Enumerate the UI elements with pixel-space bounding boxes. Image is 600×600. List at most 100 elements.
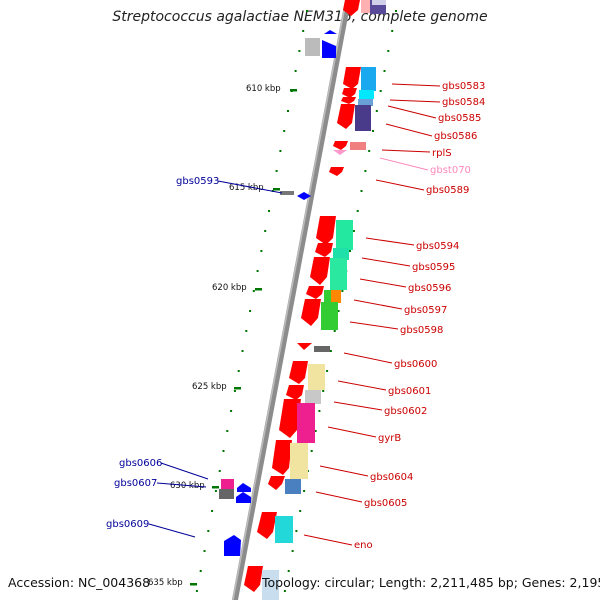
feature-bar-gbs0595[interactable]	[333, 248, 349, 260]
gene-arrow-eno[interactable]	[257, 512, 277, 539]
feature-bar-gbs0593[interactable]	[280, 191, 294, 195]
feature-bar-top-1[interactable]	[361, 0, 370, 13]
scale-labels: 610 kbp 615 kbp 620 kbp 625 kbp 630 kbp …	[148, 84, 281, 588]
gene-label-gbs0596[interactable]: gbs0596	[408, 283, 451, 294]
gene-arrow-gbs0601[interactable]	[289, 361, 308, 384]
feature-bar-gbs0586[interactable]	[355, 105, 371, 131]
scale-tick-dot-right	[364, 170, 367, 172]
feature-bar-gbs0585[interactable]	[358, 99, 373, 106]
gene-label-gbst070[interactable]: gbst070	[430, 165, 471, 176]
scale-tick-dot-left	[256, 270, 259, 272]
leader-gbs0604	[319, 465, 369, 477]
gene-label-gyrB[interactable]: gyrB	[378, 433, 401, 444]
gene-arrow-top[interactable]	[343, 0, 360, 16]
gene-label-gbs0609[interactable]: gbs0609	[106, 519, 149, 530]
feature-bar-gbs0600[interactable]	[314, 346, 330, 352]
feature-bar-gbs0607[interactable]	[219, 489, 234, 499]
gene-arrow-gbs0602[interactable]	[286, 385, 304, 400]
gene-arrow-gbs0605[interactable]	[268, 476, 285, 490]
gene-label-gbs0585[interactable]: gbs0585	[438, 113, 481, 124]
gene-arrow-gyrB[interactable]	[279, 399, 301, 438]
gene-label-gbs0602[interactable]: gbs0602	[384, 406, 427, 417]
scale-major-tick	[255, 288, 262, 291]
scale-tick-dot-right	[326, 370, 329, 372]
scale-tick-dot-right	[329, 350, 332, 352]
gene-label-gbs0601[interactable]: gbs0601	[388, 386, 431, 397]
feature-bar-gbs0596[interactable]	[330, 258, 347, 290]
feature-bar-rev-top[interactable]	[305, 38, 320, 56]
scale-tick-dot-right	[375, 110, 378, 112]
scale-tick-dot-left	[230, 410, 233, 412]
gene-arrow-gbs0594[interactable]	[316, 216, 336, 245]
gene-arrow-gbs0589[interactable]	[329, 167, 344, 176]
feature-bar-gbs0606[interactable]	[221, 479, 234, 489]
scale-tick-dot-left	[249, 310, 252, 312]
feature-bar-eno[interactable]	[275, 516, 293, 543]
gene-arrow-gbs0600[interactable]	[297, 343, 312, 350]
feature-bar-gbs0584[interactable]	[359, 90, 374, 99]
leader-gbs0602	[333, 401, 383, 411]
leader-eno	[303, 534, 353, 546]
scale-tick-dot-left	[214, 490, 217, 492]
gene-arrow-gbs0604[interactable]	[272, 440, 292, 475]
feature-bar-bottom[interactable]	[262, 570, 279, 600]
leader-gyrB	[327, 426, 377, 438]
feature-bar-gbs0601[interactable]	[308, 364, 325, 390]
gene-arrow-gbs0593[interactable]	[297, 192, 311, 200]
leader-gbs0584	[389, 99, 441, 103]
gene-arrow-gbs0609[interactable]	[224, 535, 241, 556]
scale-major-tick	[190, 583, 197, 586]
gene-arrow-rplS[interactable]	[333, 141, 348, 150]
leader-rplS	[381, 149, 431, 153]
feature-bar-rplS[interactable]	[350, 142, 366, 150]
scale-tick-dot-right	[372, 130, 374, 132]
scale-major-tick	[212, 486, 219, 489]
gene-arrow-gbs0586[interactable]	[337, 104, 355, 129]
gene-label-eno[interactable]: eno	[354, 540, 373, 551]
gene-label-gbs0604[interactable]: gbs0604	[370, 472, 413, 483]
scale-tick-dot-left	[298, 50, 301, 52]
gene-arrow-gbs0595[interactable]	[315, 243, 333, 257]
feature-bar-gbs0594[interactable]	[336, 220, 353, 250]
gene-arrow-gbs0598[interactable]	[301, 299, 321, 326]
feature-bar-gyrB[interactable]	[297, 403, 315, 443]
gene-label-gbs0584[interactable]: gbs0584	[442, 97, 485, 108]
gene-label-gbs0597[interactable]: gbs0597	[404, 305, 447, 316]
scale-tick-dot-left	[302, 30, 305, 32]
gene-label-rplS[interactable]: rplS	[432, 148, 452, 159]
gene-arrow-gbst070[interactable]	[333, 150, 347, 155]
gene-arrow-gbs0607[interactable]	[236, 492, 251, 503]
gene-label-gbs0598[interactable]: gbs0598	[400, 325, 443, 336]
leader-gbs0606	[160, 462, 209, 480]
feature-bar-gbs0602[interactable]	[305, 390, 321, 404]
gene-label-gbs0595[interactable]: gbs0595	[412, 262, 455, 273]
feature-bar-gbs0597a[interactable]	[324, 290, 332, 303]
feature-bar-gbs0597b[interactable]	[331, 290, 341, 303]
gene-arrow-rev-top-small[interactable]	[324, 30, 337, 34]
gene-arrow-gbs0596[interactable]	[310, 257, 330, 285]
gene-label-gbs0583[interactable]: gbs0583	[442, 81, 485, 92]
feature-bar-top-3[interactable]	[372, 0, 386, 5]
gene-label-gbs0606[interactable]: gbs0606	[119, 458, 162, 469]
scale-tick-dot-left	[222, 450, 225, 452]
gene-arrow-rev-top[interactable]	[322, 40, 336, 58]
leader-gbs0583	[391, 83, 441, 87]
gene-arrow-gbs0597[interactable]	[306, 286, 324, 299]
gene-label-gbs0594[interactable]: gbs0594	[416, 241, 459, 252]
gene-arrow-gbs0606[interactable]	[237, 483, 251, 492]
gene-label-gbs0593[interactable]: gbs0593	[176, 176, 219, 187]
gene-arrow-gbs0584[interactable]	[342, 88, 357, 98]
feature-bar-gbs0605[interactable]	[285, 479, 301, 494]
feature-bar-gbs0604[interactable]	[290, 443, 308, 479]
gene-label-gbs0586[interactable]: gbs0586	[434, 131, 477, 142]
feature-bar-gbs0583[interactable]	[361, 67, 376, 91]
gene-label-gbs0605[interactable]: gbs0605	[364, 498, 407, 509]
gene-label-gbs0589[interactable]: gbs0589	[426, 185, 469, 196]
gene-arrow-gbs0583[interactable]	[343, 67, 361, 89]
gene-label-gbs0607[interactable]: gbs0607	[114, 478, 157, 489]
gene-label-gbs0600[interactable]: gbs0600	[394, 359, 437, 370]
feature-bar-gbs0598[interactable]	[321, 302, 338, 330]
gene-arrow-bottom[interactable]	[244, 566, 263, 592]
gene-arrow-gbs0585[interactable]	[341, 97, 356, 104]
